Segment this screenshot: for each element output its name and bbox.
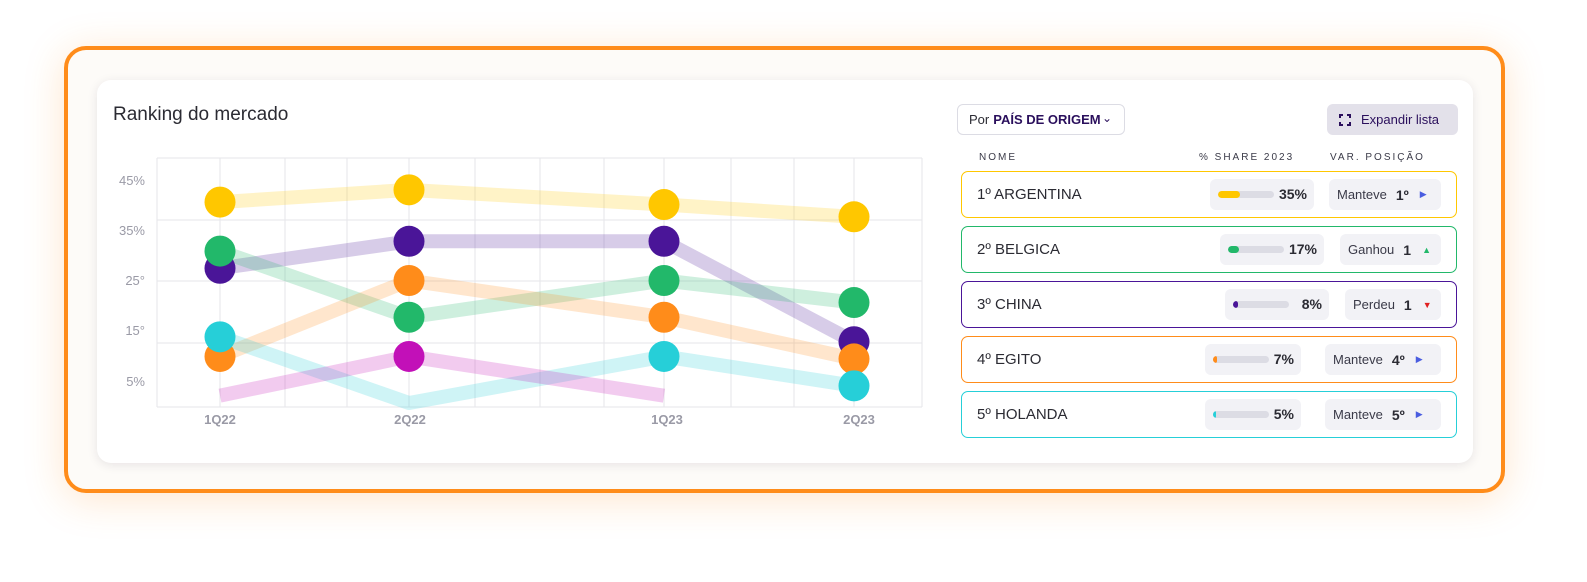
variation-status: Manteve xyxy=(1337,187,1387,202)
data-point xyxy=(648,225,680,257)
y-tick-label: 15° xyxy=(125,323,145,338)
share-bar-track xyxy=(1228,246,1284,253)
ranking-line-chart: 45% 35% 25° 15° 5% 1Q22 2Q22 1Q23 2Q23 xyxy=(119,157,923,427)
x-tick-label: 1Q22 xyxy=(204,412,236,427)
arrow-up-icon: ▲ xyxy=(1422,244,1431,255)
ranking-row[interactable]: 1º ARGENTINA 35% Manteve 1º ▶ xyxy=(961,171,1457,218)
share-bar-track xyxy=(1218,191,1274,198)
series-line xyxy=(217,273,856,366)
position-variation: Manteve 1º ▶ xyxy=(1329,179,1441,210)
country-name: 1º ARGENTINA xyxy=(977,186,1082,203)
variation-status: Manteve xyxy=(1333,407,1383,422)
share-pill: 35% xyxy=(1210,179,1314,210)
origin-country-dropdown[interactable]: Por PAÍS DE ORIGEM ⌄ xyxy=(957,104,1125,135)
position-variation: Manteve 5º ▶ xyxy=(1325,399,1441,430)
data-point xyxy=(838,343,870,375)
data-point xyxy=(838,287,870,319)
x-tick-label: 2Q22 xyxy=(394,412,426,427)
ranking-row[interactable]: 3º CHINA 8% Perdeu 1 ▼ xyxy=(961,281,1457,328)
x-tick-label: 2Q23 xyxy=(843,412,875,427)
variation-value: 1 xyxy=(1403,241,1412,258)
position-variation: Perdeu 1 ▼ xyxy=(1345,289,1441,320)
data-point xyxy=(648,265,680,296)
expand-icon xyxy=(1339,113,1351,126)
share-pill: 17% xyxy=(1220,234,1324,265)
country-name: 3º CHINA xyxy=(977,296,1042,313)
column-header-variation: VAR. POSIÇÃO xyxy=(1330,152,1425,163)
share-value: 8% xyxy=(1301,296,1322,312)
position-variation: Manteve 4º ▶ xyxy=(1325,344,1441,375)
ranking-row[interactable]: 4º EGITO 7% Manteve 4º ▶ xyxy=(961,336,1457,383)
expand-list-button[interactable]: Expandir lista xyxy=(1327,104,1458,135)
share-bar-fill xyxy=(1213,411,1217,418)
variation-value: 5º xyxy=(1391,406,1405,423)
share-pill: 5% xyxy=(1205,399,1301,430)
series-line xyxy=(217,330,856,410)
data-point xyxy=(393,340,425,372)
dropdown-prefix: Por xyxy=(969,112,990,127)
series-line xyxy=(219,234,858,348)
arrow-right-icon: ▶ xyxy=(1415,409,1423,419)
column-header-name: NOME xyxy=(979,152,1017,163)
y-tick-label: 5% xyxy=(126,374,145,389)
data-point xyxy=(838,370,870,402)
x-tick-label: 1Q23 xyxy=(651,412,683,427)
data-point xyxy=(393,265,425,296)
chevron-down-icon: ⌄ xyxy=(1101,111,1112,125)
share-value: 35% xyxy=(1278,186,1307,202)
variation-value: 1º xyxy=(1395,186,1409,203)
share-bar-fill xyxy=(1228,246,1239,253)
dropdown-selected-value: PAÍS DE ORIGEM xyxy=(993,112,1101,127)
ranking-row[interactable]: 5º HOLANDA 5% Manteve 5º ▶ xyxy=(961,391,1457,438)
arrow-down-icon: ▼ xyxy=(1422,299,1432,310)
column-header-share: % SHARE 2023 xyxy=(1199,152,1295,163)
country-name: 5º HOLANDA xyxy=(977,406,1068,423)
data-point xyxy=(648,189,680,221)
ranking-row[interactable]: 2º BELGICA 17% Ganhou 1 ▲ xyxy=(961,226,1457,273)
data-point xyxy=(393,174,425,206)
series-line xyxy=(219,182,855,224)
share-bar-track xyxy=(1233,301,1289,308)
expand-list-label: Expandir lista xyxy=(1361,112,1440,127)
card-title: Ranking do mercado xyxy=(113,104,289,125)
variation-status: Manteve xyxy=(1333,352,1383,367)
country-name: 4º EGITO xyxy=(977,351,1042,368)
share-value: 17% xyxy=(1288,241,1317,257)
share-bar-track xyxy=(1213,411,1269,418)
y-tick-label: 35% xyxy=(119,223,145,238)
data-point xyxy=(838,201,870,233)
data-point xyxy=(204,186,236,218)
share-bar-fill xyxy=(1213,356,1218,363)
data-point xyxy=(648,301,680,333)
share-bar-fill xyxy=(1218,191,1241,198)
variation-status: Ganhou xyxy=(1348,242,1395,257)
data-point xyxy=(393,225,425,257)
arrow-right-icon: ▶ xyxy=(1419,189,1427,199)
data-point xyxy=(204,235,236,267)
share-bar-fill xyxy=(1233,301,1239,308)
data-point xyxy=(393,301,425,333)
data-point xyxy=(648,340,680,372)
data-point xyxy=(204,321,236,353)
series-line xyxy=(217,244,855,325)
variation-value: 4º xyxy=(1391,351,1405,368)
share-pill: 7% xyxy=(1205,344,1301,375)
y-tick-label: 25° xyxy=(125,273,145,288)
y-tick-label: 45% xyxy=(119,173,145,188)
share-bar-track xyxy=(1213,356,1269,363)
share-value: 5% xyxy=(1273,406,1294,422)
variation-value: 1 xyxy=(1403,296,1412,313)
share-pill: 8% xyxy=(1225,289,1329,320)
variation-status: Perdeu xyxy=(1353,297,1395,312)
position-variation: Ganhou 1 ▲ xyxy=(1340,234,1441,265)
country-name: 2º BELGICA xyxy=(977,241,1061,258)
market-ranking-card: Ranking do mercado 45% 35% 25° 15° 5% 1Q22 2Q2… xyxy=(97,80,1473,463)
share-value: 7% xyxy=(1273,351,1294,367)
arrow-right-icon: ▶ xyxy=(1415,354,1423,364)
